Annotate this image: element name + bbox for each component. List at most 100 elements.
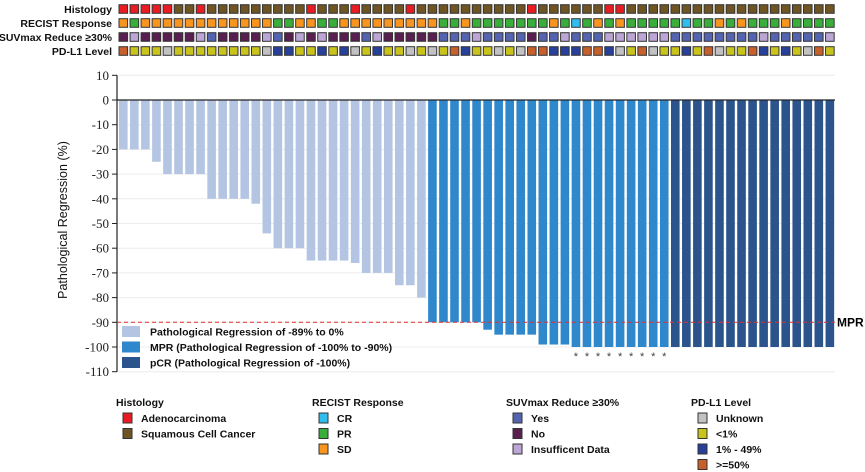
track-cell [538,4,548,14]
track-cell [637,4,647,14]
track-cell [394,18,405,28]
track-cell [780,4,791,14]
track-cell [184,32,195,42]
track-cell [306,46,316,56]
track-cell [515,46,526,56]
bar-mpr [604,100,614,347]
track-cell [692,32,703,42]
legend-swatch [697,428,708,439]
legend-swatch [122,428,133,439]
track-cell [317,32,327,42]
track-cell [482,46,493,56]
track-cell [118,46,129,56]
bar-mpr [527,100,537,335]
track-cell [350,46,360,56]
bar-light [328,100,338,261]
track-cell [284,32,294,42]
track-cell [151,46,162,56]
track-cell [129,4,140,14]
track-cell [692,46,703,56]
legend-label: pCR (Pathological Regression of -100%) [150,358,350,370]
track-cell [372,32,383,42]
track-cell [339,46,349,56]
track-cell [626,4,636,14]
track-cell [328,46,338,56]
track-cell [769,4,780,14]
track-cell [791,46,802,56]
y-axis: 10 0 -10 -20 -30 -40 -50 -60 -70 -80 -90 -100 -110 [85,68,835,379]
bar-light [295,100,305,249]
track-cell [526,18,537,28]
mpr-threshold: MPR [117,315,864,329]
bar-mpr [549,100,559,345]
legend-swatch [318,412,329,424]
track-cell [615,46,625,56]
track-cell [791,32,802,42]
track-cell [571,46,581,56]
bar-pcr [737,100,746,347]
track-cell [725,46,736,56]
bar-pcr [704,100,713,347]
track-cell [295,4,305,14]
y-axis-label: Pathological Regression (%) [56,141,70,299]
legend-label: 1% - 49% [716,444,762,456]
track-cell [306,32,316,42]
bar-light [350,100,360,264]
track-cell [262,4,272,14]
track-cell [438,46,449,56]
track-cell [394,46,405,56]
track-cell [129,46,140,56]
track-cell [405,32,416,42]
track-cell [814,18,824,28]
bar-mpr [450,100,459,323]
track-cell [659,46,670,56]
track-cell [560,32,570,42]
track-cell [626,32,636,42]
track-cell [361,32,371,42]
track-cell [670,32,681,42]
track-cell [769,46,780,56]
track-cell [582,32,592,42]
track-cell [273,32,283,42]
annotation-tracks: Histology RECIST Response SUVmax Reduce ≥3… [0,4,835,58]
track-cell [438,4,449,14]
track-cell [549,46,559,56]
track-cell [593,4,603,14]
bar-mpr [461,100,470,323]
track-cell [515,4,526,14]
track-cell [758,18,769,28]
track-cell [504,46,515,56]
track-cell [195,18,206,28]
track-label: PD-L1 Level [52,46,112,58]
legend-swatch [122,326,140,337]
track-cell [538,32,548,42]
bar-mpr [648,100,658,347]
asterisk: * [640,351,645,363]
track-cell [526,4,537,14]
asterisk: * [629,351,634,363]
track-cell [449,46,460,56]
legend-label: <1% [716,429,738,441]
track-cell [328,32,338,42]
track-cell [250,32,261,42]
track-cell [427,4,438,14]
bar-light [130,100,139,150]
track-cell [725,32,736,42]
bar-pcr [803,100,813,347]
track-cell [184,46,195,56]
track-cell [681,4,692,14]
bar-light [229,100,238,199]
bar-pcr [682,100,691,347]
bar-light [119,100,128,150]
track-cell [802,4,813,14]
bar-light [174,100,183,175]
track-cell [162,4,173,14]
track-cell [460,32,471,42]
legend-swatch [512,428,523,439]
mpr-label: MPR [837,315,864,329]
track-cell [604,46,614,56]
y-tick-label: -40 [92,191,109,206]
track-cell [460,46,471,56]
bar-mpr [505,100,514,335]
track-cell [526,32,537,42]
